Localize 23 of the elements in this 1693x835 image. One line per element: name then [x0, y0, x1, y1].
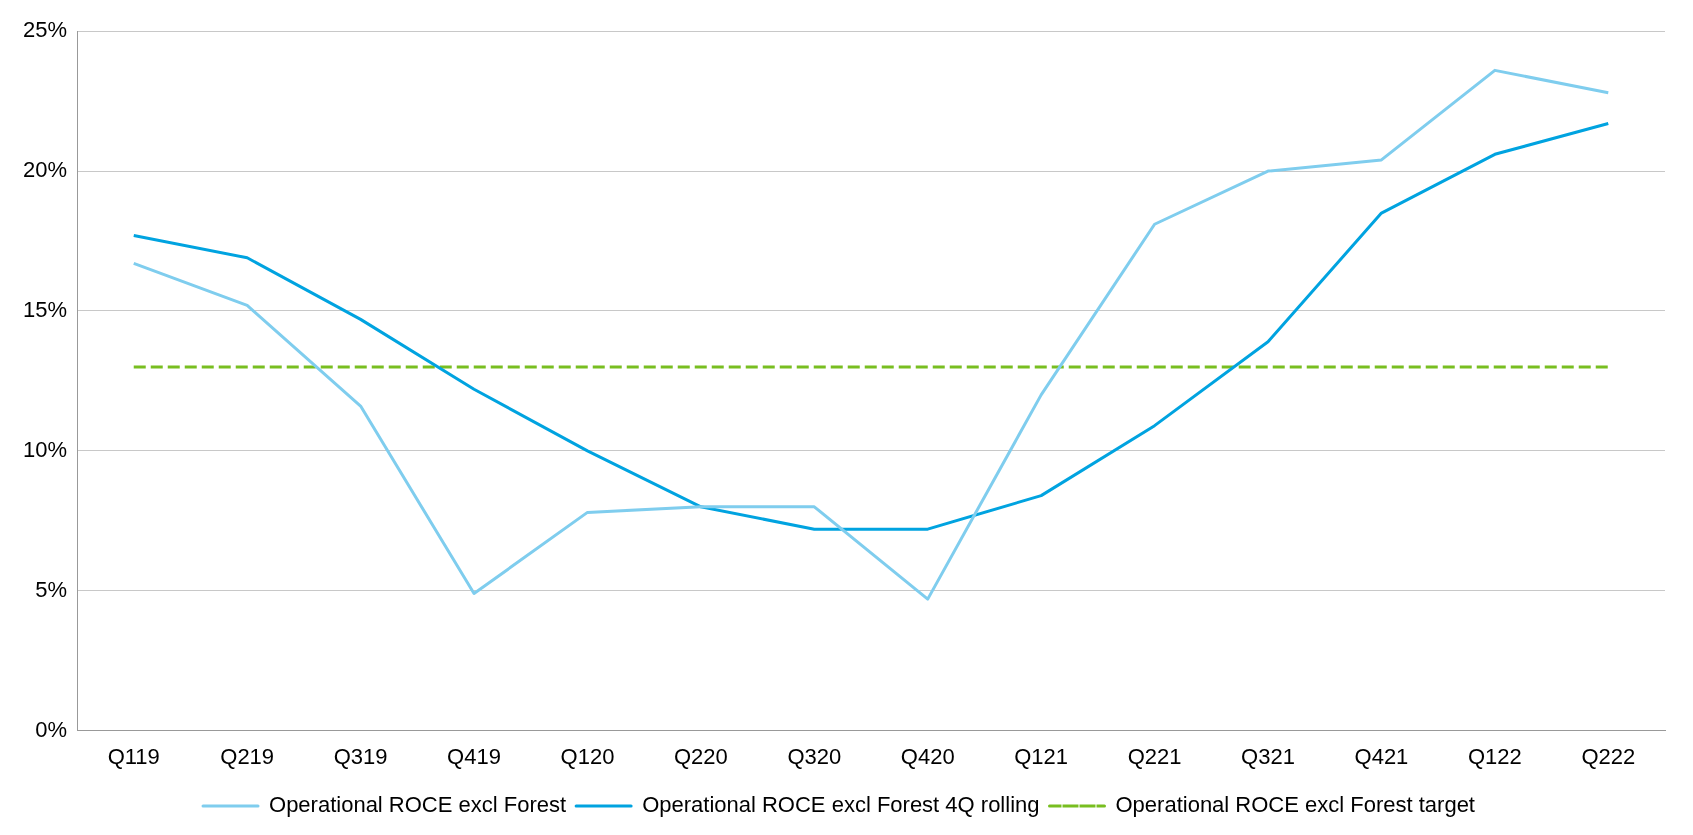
- x-tick-label: Q219: [220, 743, 275, 769]
- x-tick-label: Q119: [107, 743, 160, 769]
- y-tick-label: 15%: [22, 297, 68, 323]
- legend-label: Operational ROCE excl Forest target: [1115, 792, 1475, 818]
- x-tick-label: Q419: [447, 743, 501, 769]
- y-tick-label: 10%: [22, 436, 68, 462]
- x-tick-label: Q222: [1581, 743, 1636, 769]
- y-tick-label: 20%: [22, 157, 68, 183]
- x-tick-label: Q321: [1241, 743, 1295, 769]
- legend-label: Operational ROCE excl Forest 4Q rolling: [642, 792, 1040, 818]
- x-tick-label: Q221: [1127, 743, 1182, 769]
- x-tick-label: Q220: [673, 743, 728, 769]
- y-tick-label: 0%: [35, 716, 68, 742]
- x-tick-label: Q121: [1014, 743, 1069, 769]
- x-tick-label: Q122: [1467, 743, 1522, 769]
- legend-label: Operational ROCE excl Forest: [269, 792, 567, 818]
- x-tick-label: Q420: [900, 743, 955, 769]
- y-tick-label: 5%: [35, 576, 68, 602]
- y-tick-label: 25%: [22, 17, 68, 43]
- x-tick-label: Q421: [1354, 743, 1409, 769]
- x-tick-label: Q120: [560, 743, 615, 769]
- x-tick-label: Q319: [333, 743, 388, 769]
- x-tick-label: Q320: [787, 743, 842, 769]
